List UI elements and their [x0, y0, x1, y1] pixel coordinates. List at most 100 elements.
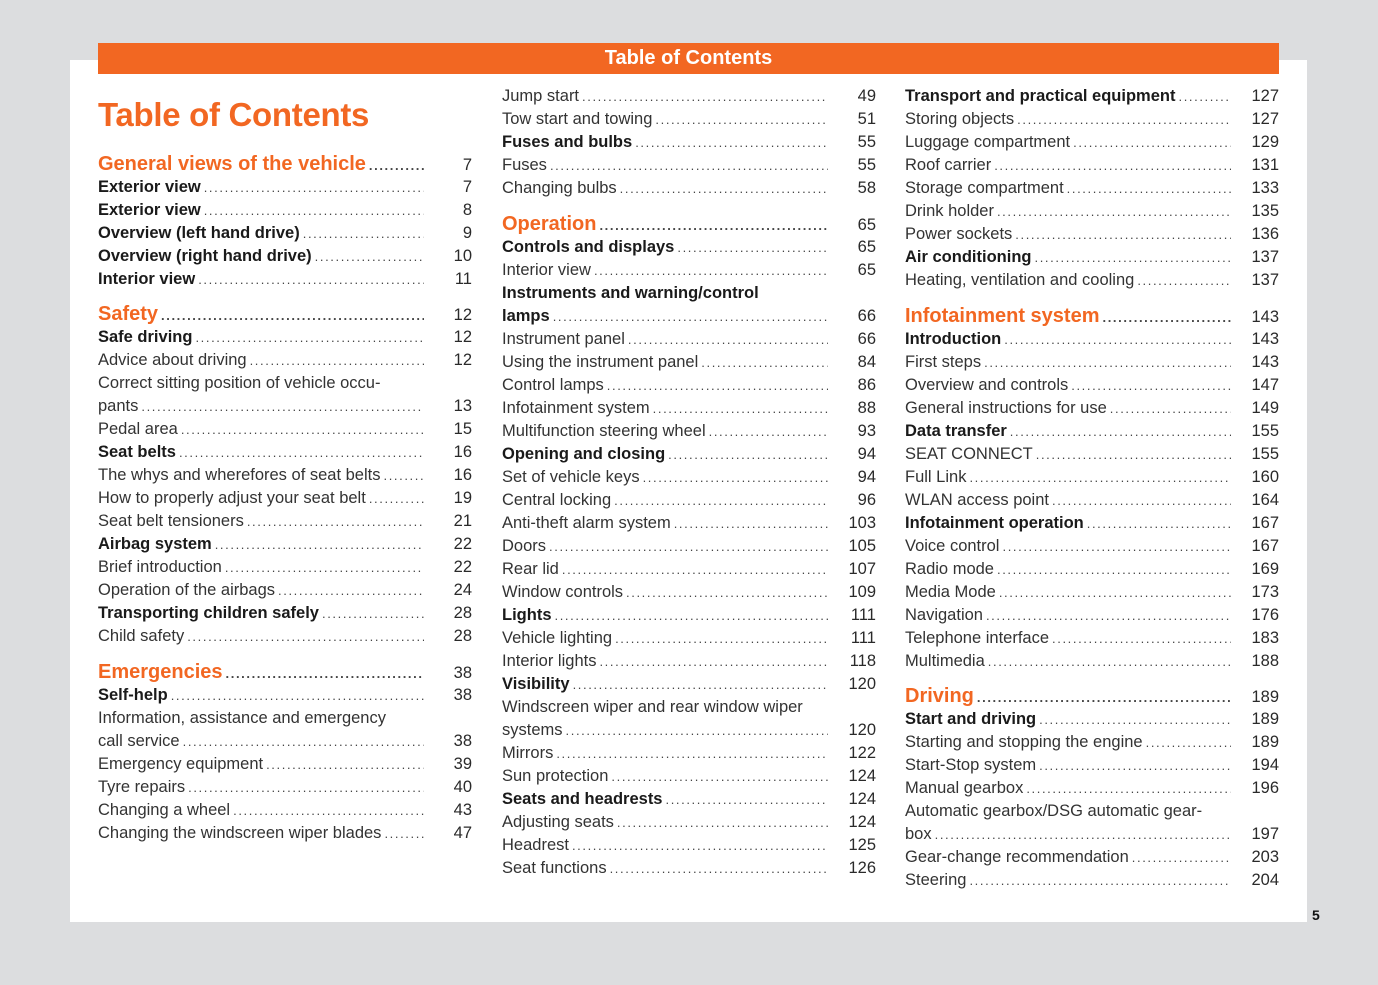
- toc-item[interactable]: How to properly adjust your seat belt 19: [98, 487, 472, 510]
- toc-item[interactable]: Changing the windscreen wiper blades 47: [98, 822, 472, 845]
- toc-item[interactable]: The whys and wherefores of seat belts 16: [98, 464, 472, 487]
- toc-item[interactable]: Using the instrument panel 84: [502, 351, 876, 374]
- toc-item[interactable]: Child safety 28: [98, 625, 472, 648]
- toc-item[interactable]: Vehicle lighting 111: [502, 627, 876, 650]
- toc-chapter[interactable]: Visibility 120: [502, 673, 876, 696]
- toc-item[interactable]: Manual gearbox 196: [905, 777, 1279, 800]
- toc-entry-page: 38: [453, 731, 472, 750]
- toc-entry-title: Adjusting seats: [502, 812, 614, 831]
- toc-chapter[interactable]: Seats and headrests 124: [502, 788, 876, 811]
- toc-item[interactable]: Information, assistance and emergency cal…: [98, 707, 472, 753]
- toc-item[interactable]: Rear lid 107: [502, 558, 876, 581]
- toc-item[interactable]: Emergency equipment 39: [98, 753, 472, 776]
- toc-item[interactable]: Starting and stopping the engine 189: [905, 731, 1279, 754]
- toc-item[interactable]: General instructions for use 149: [905, 397, 1279, 420]
- toc-item[interactable]: Interior view 65: [502, 259, 876, 282]
- toc-section[interactable]: Safety 12: [98, 302, 472, 326]
- toc-item[interactable]: Voice control 167: [905, 535, 1279, 558]
- toc-chapter[interactable]: Transporting children safely 28: [98, 602, 472, 625]
- toc-item[interactable]: Brief introduction 22: [98, 556, 472, 579]
- toc-item[interactable]: Multifunction steering wheel 93: [502, 420, 876, 443]
- toc-chapter[interactable]: Overview (left hand drive) 9: [98, 222, 472, 245]
- toc-item[interactable]: Start-Stop system 194: [905, 754, 1279, 777]
- toc-item[interactable]: Seat belt tensioners 21: [98, 510, 472, 533]
- toc-item[interactable]: Changing bulbs 58: [502, 177, 876, 200]
- toc-entry-page: 143: [1251, 352, 1279, 371]
- toc-chapter[interactable]: Transport and practical equipment 127: [905, 85, 1279, 108]
- toc-chapter[interactable]: Overview (right hand drive) 10: [98, 245, 472, 268]
- toc-chapter[interactable]: Opening and closing 94: [502, 443, 876, 466]
- toc-section[interactable]: Driving 189: [905, 684, 1279, 708]
- toc-item[interactable]: Automatic gearbox/DSG automatic gear-box…: [905, 800, 1279, 846]
- toc-chapter[interactable]: Start and driving 189: [905, 708, 1279, 731]
- toc-item[interactable]: Windscreen wiper and rear window wiper sy…: [502, 696, 876, 742]
- toc-item[interactable]: Control lamps 86: [502, 374, 876, 397]
- toc-item[interactable]: WLAN access point 164: [905, 489, 1279, 512]
- toc-section[interactable]: Emergencies 38: [98, 660, 472, 684]
- toc-item[interactable]: Radio mode 169: [905, 558, 1279, 581]
- toc-item[interactable]: Set of vehicle keys 94: [502, 466, 876, 489]
- toc-item[interactable]: Central locking 96: [502, 489, 876, 512]
- toc-chapter[interactable]: Exterior view 7: [98, 176, 472, 199]
- toc-item[interactable]: Luggage compartment 129: [905, 131, 1279, 154]
- toc-item[interactable]: Pedal area 15: [98, 418, 472, 441]
- toc-chapter[interactable]: Safe driving 12: [98, 326, 472, 349]
- toc-item[interactable]: Steering 204: [905, 869, 1279, 892]
- toc-item[interactable]: Sun protection 124: [502, 765, 876, 788]
- toc-item[interactable]: Multimedia 188: [905, 650, 1279, 673]
- toc-item[interactable]: Full Link 160: [905, 466, 1279, 489]
- toc-chapter[interactable]: Self-help 38: [98, 684, 472, 707]
- toc-item[interactable]: Anti-theft alarm system 103: [502, 512, 876, 535]
- toc-item[interactable]: Mirrors 122: [502, 742, 876, 765]
- toc-chapter[interactable]: Seat belts 16: [98, 441, 472, 464]
- toc-chapter[interactable]: Lights 111: [502, 604, 876, 627]
- toc-item[interactable]: Fuses 55: [502, 154, 876, 177]
- toc-item[interactable]: Storage compartment 133: [905, 177, 1279, 200]
- toc-item[interactable]: Heating, ventilation and cooling 137: [905, 269, 1279, 292]
- toc-item[interactable]: Advice about driving 12: [98, 349, 472, 372]
- toc-item[interactable]: Tow start and towing 51: [502, 108, 876, 131]
- toc-entry-page: 120: [848, 674, 876, 693]
- toc-item[interactable]: Instrument panel 66: [502, 328, 876, 351]
- toc-item[interactable]: Media Mode 173: [905, 581, 1279, 604]
- toc-chapter[interactable]: Air conditioning 137: [905, 246, 1279, 269]
- toc-item[interactable]: Jump start 49: [502, 85, 876, 108]
- toc-section[interactable]: General views of the vehicle 7: [98, 152, 472, 176]
- toc-chapter[interactable]: Airbag system 22: [98, 533, 472, 556]
- toc-entry-row: Power sockets 136: [905, 223, 1279, 246]
- toc-chapter[interactable]: Introduction 143: [905, 328, 1279, 351]
- toc-entry-title: Operation: [502, 212, 597, 235]
- toc-section[interactable]: Operation 65: [502, 212, 876, 236]
- toc-item[interactable]: Doors 105: [502, 535, 876, 558]
- toc-chapter[interactable]: Exterior view 8: [98, 199, 472, 222]
- toc-item[interactable]: Adjusting seats 124: [502, 811, 876, 834]
- toc-item[interactable]: Seat functions 126: [502, 857, 876, 880]
- toc-item[interactable]: Changing a wheel 43: [98, 799, 472, 822]
- toc-item[interactable]: Interior lights 118: [502, 650, 876, 673]
- toc-item[interactable]: SEAT CONNECT 155: [905, 443, 1279, 466]
- toc-chapter[interactable]: Data transfer 155: [905, 420, 1279, 443]
- toc-item[interactable]: Drink holder 135: [905, 200, 1279, 223]
- toc-item[interactable]: Storing objects 127: [905, 108, 1279, 131]
- toc-chapter[interactable]: Controls and displays 65: [502, 236, 876, 259]
- toc-item[interactable]: Headrest 125: [502, 834, 876, 857]
- toc-item[interactable]: Overview and controls 147: [905, 374, 1279, 397]
- toc-item[interactable]: Correct sitting position of vehicle occu…: [98, 372, 472, 418]
- toc-item[interactable]: Infotainment system 88: [502, 397, 876, 420]
- toc-section[interactable]: Infotainment system 143: [905, 304, 1279, 328]
- dot-leader: [303, 222, 424, 245]
- toc-item[interactable]: Telephone interface 183: [905, 627, 1279, 650]
- toc-item[interactable]: Power sockets 136: [905, 223, 1279, 246]
- toc-item[interactable]: Operation of the airbags 24: [98, 579, 472, 602]
- toc-item[interactable]: First steps 143: [905, 351, 1279, 374]
- toc-chapter[interactable]: Infotainment operation 167: [905, 512, 1279, 535]
- toc-item[interactable]: Navigation 176: [905, 604, 1279, 627]
- toc-chapter[interactable]: Instruments and warning/control lamps 66: [502, 282, 876, 328]
- toc-chapter[interactable]: Fuses and bulbs 55: [502, 131, 876, 154]
- toc-item[interactable]: Roof carrier 131: [905, 154, 1279, 177]
- toc-item[interactable]: Tyre repairs 40: [98, 776, 472, 799]
- dot-leader: [999, 581, 1231, 604]
- toc-chapter[interactable]: Interior view 11: [98, 268, 472, 291]
- toc-item[interactable]: Gear-change recommendation 203: [905, 846, 1279, 869]
- toc-item[interactable]: Window controls 109: [502, 581, 876, 604]
